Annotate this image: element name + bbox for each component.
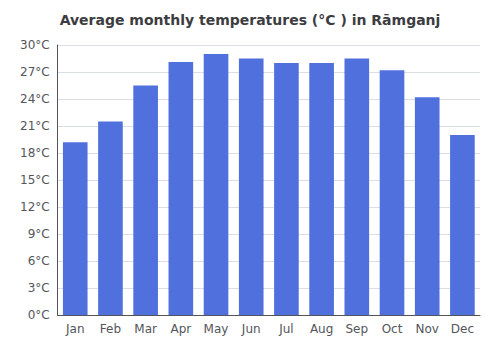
svg-text:21°C: 21°C	[20, 119, 50, 133]
svg-text:9°C: 9°C	[28, 227, 50, 241]
svg-text:Oct: Oct	[382, 322, 403, 336]
svg-text:Mar: Mar	[134, 322, 157, 336]
svg-text:Nov: Nov	[415, 322, 438, 336]
svg-text:15°C: 15°C	[20, 173, 50, 187]
svg-text:30°C: 30°C	[20, 38, 50, 52]
svg-text:Sep: Sep	[346, 322, 369, 336]
svg-text:Jan: Jan	[65, 322, 85, 336]
svg-text:27°C: 27°C	[20, 65, 50, 79]
svg-text:Feb: Feb	[100, 322, 121, 336]
svg-text:Jul: Jul	[278, 322, 293, 336]
svg-text:12°C: 12°C	[20, 200, 50, 214]
svg-text:18°C: 18°C	[20, 146, 50, 160]
svg-text:3°C: 3°C	[28, 281, 50, 295]
svg-text:Aug: Aug	[310, 322, 333, 336]
svg-text:Apr: Apr	[170, 322, 191, 336]
svg-text:0°C: 0°C	[28, 308, 50, 322]
svg-text:24°C: 24°C	[20, 92, 50, 106]
svg-text:Jun: Jun	[241, 322, 261, 336]
svg-text:6°C: 6°C	[28, 254, 50, 268]
svg-text:Average monthly temperatures (: Average monthly temperatures (°C ) in Rā…	[60, 12, 441, 28]
svg-text:May: May	[204, 322, 229, 336]
svg-text:Dec: Dec	[451, 322, 474, 336]
